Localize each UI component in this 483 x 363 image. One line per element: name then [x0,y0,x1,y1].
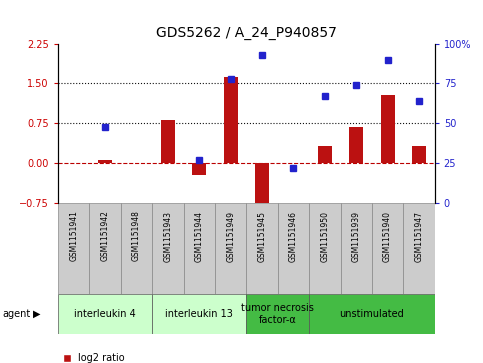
Bar [372,203,403,294]
Text: GSM1151950: GSM1151950 [320,211,329,261]
Text: GSM1151944: GSM1151944 [195,211,204,261]
Bar [224,77,238,163]
Bar [318,146,332,163]
Text: unstimulated: unstimulated [340,309,404,319]
Bar [412,146,426,163]
Bar [403,203,435,294]
Bar [278,203,309,294]
Bar [381,95,395,163]
Title: GDS5262 / A_24_P940857: GDS5262 / A_24_P940857 [156,26,337,40]
Text: GSM1151940: GSM1151940 [383,211,392,261]
Text: agent: agent [2,309,30,319]
Bar [184,203,215,294]
Text: GSM1151941: GSM1151941 [69,211,78,261]
Bar [309,294,435,334]
Bar [349,127,363,163]
Bar [152,203,184,294]
Bar [121,203,152,294]
Text: GSM1151949: GSM1151949 [226,211,235,261]
Text: interleukin 4: interleukin 4 [74,309,136,319]
Text: GSM1151945: GSM1151945 [257,211,267,261]
Text: GSM1151947: GSM1151947 [414,211,424,261]
Text: GSM1151943: GSM1151943 [163,211,172,261]
Bar [192,163,206,175]
Text: GSM1151942: GSM1151942 [100,211,110,261]
Bar [215,203,246,294]
Bar [255,163,269,211]
Text: interleukin 13: interleukin 13 [165,309,233,319]
Bar [89,203,121,294]
Bar [341,203,372,294]
Bar [58,294,152,334]
Bar [309,203,341,294]
Bar [58,203,89,294]
Text: GSM1151948: GSM1151948 [132,211,141,261]
Text: GSM1151946: GSM1151946 [289,211,298,261]
Text: GSM1151939: GSM1151939 [352,211,361,261]
Text: ▶: ▶ [33,309,41,319]
Bar [161,120,175,163]
Bar [98,160,112,163]
Bar [246,294,309,334]
Bar [152,294,246,334]
Legend: log2 ratio, percentile rank within the sample: log2 ratio, percentile rank within the s… [63,353,243,363]
Text: tumor necrosis
factor-α: tumor necrosis factor-α [242,303,314,325]
Bar [246,203,278,294]
